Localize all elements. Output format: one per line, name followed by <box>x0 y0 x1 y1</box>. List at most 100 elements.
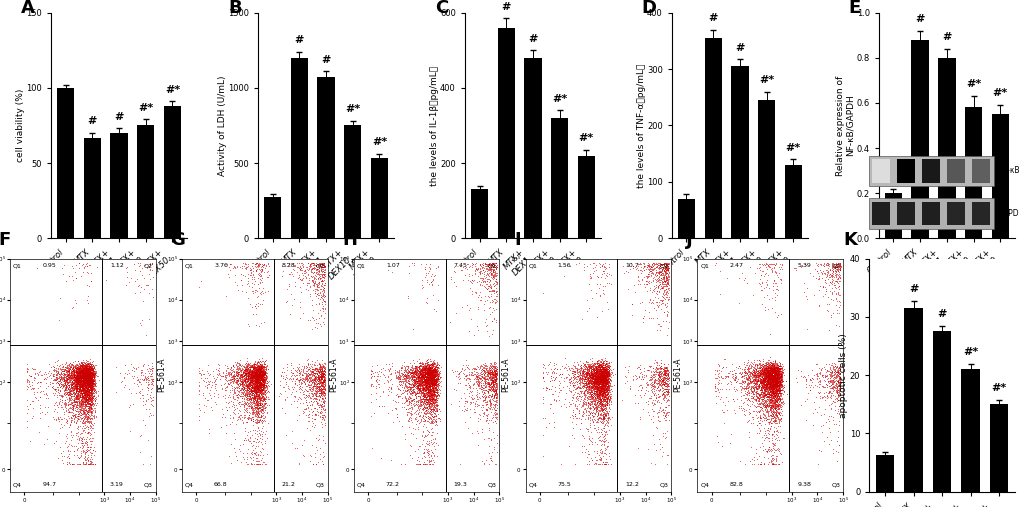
Point <box>63 367 79 375</box>
Point <box>239 382 256 390</box>
Point <box>67 387 84 395</box>
Point <box>421 377 437 385</box>
Point <box>749 375 765 383</box>
Point <box>76 439 93 447</box>
Point <box>53 401 69 409</box>
Point <box>476 383 492 391</box>
Point <box>660 374 677 382</box>
Point <box>19 365 36 373</box>
Point <box>315 296 331 304</box>
Point <box>72 399 89 407</box>
Point <box>657 395 674 404</box>
Point <box>425 413 441 421</box>
Point <box>760 374 776 382</box>
Point <box>584 372 600 380</box>
Point <box>766 384 783 392</box>
Point <box>640 262 656 270</box>
Point <box>63 397 79 406</box>
Point <box>136 375 152 383</box>
Point <box>429 414 445 422</box>
Point <box>574 364 590 372</box>
Point <box>426 372 442 380</box>
Point <box>316 368 332 376</box>
Point <box>825 368 842 376</box>
Point <box>577 380 593 388</box>
Point <box>423 380 439 388</box>
Point <box>587 387 603 395</box>
Point <box>751 275 767 283</box>
Point <box>484 390 500 399</box>
Point <box>574 376 590 384</box>
Point <box>257 367 273 375</box>
Point <box>83 371 99 379</box>
Point <box>593 363 609 371</box>
Point <box>721 378 738 386</box>
Point <box>594 374 610 382</box>
Point <box>763 391 780 400</box>
Point <box>427 375 443 383</box>
Point <box>757 390 773 399</box>
Point <box>575 434 591 443</box>
Point <box>769 371 786 379</box>
Point <box>70 393 87 402</box>
Point <box>418 371 434 379</box>
Point <box>828 377 845 385</box>
Point <box>86 371 102 379</box>
Point <box>586 393 602 402</box>
Point <box>235 402 252 410</box>
Point <box>599 379 615 387</box>
Point <box>745 363 761 371</box>
Point <box>63 387 79 395</box>
Point <box>246 374 262 382</box>
Point <box>738 388 754 396</box>
Point <box>658 374 675 382</box>
Point <box>645 265 661 273</box>
Point <box>304 460 320 468</box>
Point <box>78 379 95 387</box>
Point <box>234 385 251 393</box>
Point <box>57 373 73 381</box>
Point <box>768 385 785 393</box>
Point <box>753 396 769 405</box>
Point <box>254 440 270 448</box>
Point <box>450 371 467 379</box>
Point <box>587 377 603 385</box>
Point <box>407 447 423 455</box>
Point <box>766 375 783 383</box>
Point <box>753 366 769 374</box>
Point <box>68 361 85 369</box>
Point <box>65 386 82 394</box>
Point <box>814 373 830 381</box>
Point <box>245 377 261 385</box>
Point <box>242 366 258 374</box>
Point <box>246 380 262 388</box>
Point <box>408 369 424 377</box>
Point <box>587 368 603 376</box>
Point <box>590 372 606 380</box>
Point <box>770 385 787 393</box>
Point <box>25 385 42 393</box>
Point <box>655 364 672 372</box>
Point <box>251 392 267 401</box>
Point <box>659 308 676 316</box>
Point <box>289 371 306 379</box>
Point <box>240 392 257 400</box>
Point <box>232 458 249 466</box>
Point <box>643 268 659 276</box>
Point <box>70 372 87 380</box>
Point <box>708 366 725 374</box>
Point <box>71 360 88 369</box>
Point <box>412 417 428 425</box>
Point <box>828 259 845 267</box>
Point <box>72 387 89 395</box>
Point <box>650 278 666 286</box>
Point <box>412 460 428 468</box>
Point <box>730 375 746 383</box>
Point <box>426 401 442 409</box>
Point <box>732 370 748 378</box>
Point <box>252 371 268 379</box>
Point <box>420 414 436 422</box>
Point <box>770 371 787 379</box>
Point <box>576 382 592 390</box>
Point <box>762 391 779 400</box>
